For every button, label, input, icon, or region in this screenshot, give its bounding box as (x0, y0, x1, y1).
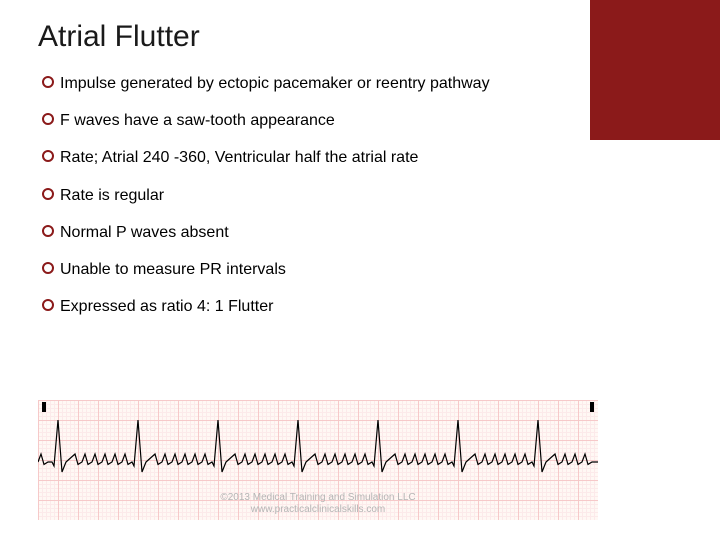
bullet-circle-icon (42, 262, 54, 274)
ecg-credit-line2: www.practicalclinicalskills.com (38, 504, 598, 516)
ecg-strip: ©2013 Medical Training and Simulation LL… (38, 400, 598, 520)
ecg-waveform (38, 420, 598, 472)
bullet-item: Impulse generated by ectopic pacemaker o… (42, 74, 680, 93)
slide-title: Atrial Flutter (38, 20, 680, 54)
bullet-text: Expressed as ratio 4: 1 Flutter (60, 298, 273, 315)
bullet-item: Rate is regular (42, 186, 680, 205)
bullet-circle-icon (42, 150, 54, 162)
ecg-end-marker (590, 402, 594, 412)
bullet-circle-icon (42, 225, 54, 237)
bullet-item: F waves have a saw-tooth appearance (42, 111, 680, 130)
bullet-list: Impulse generated by ectopic pacemaker o… (38, 74, 680, 316)
bullet-text: F waves have a saw-tooth appearance (60, 112, 335, 129)
ecg-trace (38, 412, 598, 482)
ecg-credit: ©2013 Medical Training and Simulation LL… (38, 492, 598, 516)
bullet-item: Normal P waves absent (42, 223, 680, 242)
slide-content: Atrial Flutter Impulse generated by ecto… (38, 20, 680, 334)
bullet-circle-icon (42, 76, 54, 88)
bullet-text: Impulse generated by ectopic pacemaker o… (60, 75, 490, 92)
bullet-item: Unable to measure PR intervals (42, 260, 680, 279)
bullet-text: Unable to measure PR intervals (60, 261, 286, 278)
bullet-circle-icon (42, 299, 54, 311)
ecg-credit-line1: ©2013 Medical Training and Simulation LL… (38, 492, 598, 504)
bullet-text: Normal P waves absent (60, 224, 229, 241)
bullet-item: Rate; Atrial 240 -360, Ventricular half … (42, 148, 680, 167)
bullet-circle-icon (42, 188, 54, 200)
bullet-circle-icon (42, 113, 54, 125)
ecg-start-marker (42, 402, 46, 412)
bullet-item: Expressed as ratio 4: 1 Flutter (42, 297, 680, 316)
bullet-text: Rate is regular (60, 187, 164, 204)
bullet-text: Rate; Atrial 240 -360, Ventricular half … (60, 149, 418, 166)
